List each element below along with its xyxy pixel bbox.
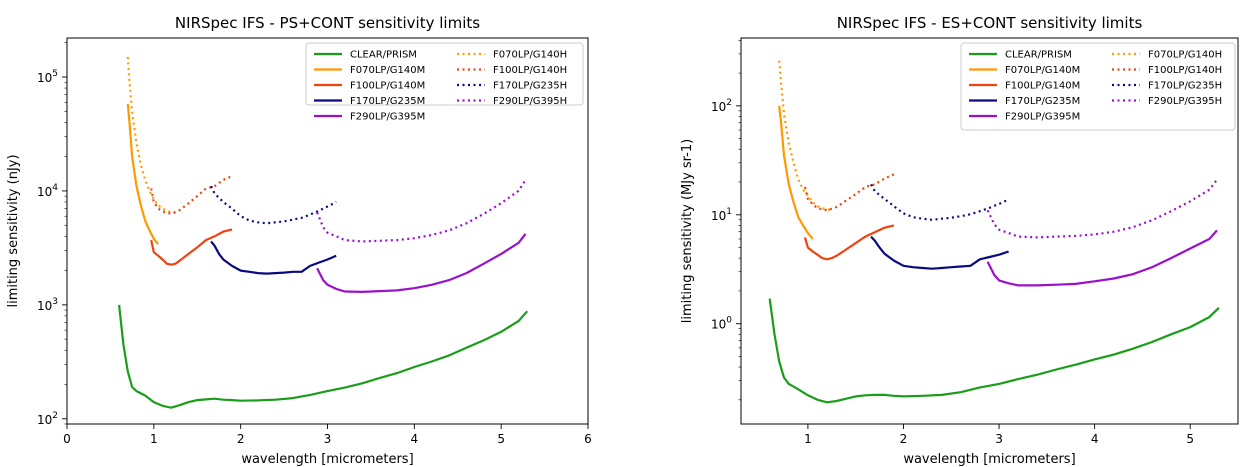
panel-es-cont: NIRSpec IFS - ES+CONT sensitivity limits… (680, 14, 1239, 467)
series-line-clear-prism (118, 304, 529, 409)
series-line-f070lp-g140m (126, 103, 160, 245)
x-tick-label: 4 (1091, 432, 1099, 446)
legend-entry: F100LP/G140M (350, 81, 425, 92)
x-tick-label: 6 (584, 432, 592, 446)
series-line-f170lp-g235m (210, 240, 337, 275)
y-axis-label: limiting sensitivity (MJy sr-1) (680, 139, 695, 323)
x-tick-label: 1 (150, 432, 158, 446)
series-line-f170lp-g235h (870, 183, 1010, 221)
y-tick-exponent: 2 (726, 98, 732, 108)
legend-entry: F290LP/G395H (1148, 96, 1222, 107)
y-tick-base: 10 (711, 100, 726, 114)
x-axis-label: wavelength [micrometers] (241, 452, 413, 467)
y-tick-base: 10 (37, 413, 52, 427)
legend: CLEAR/PRISM F070LP/G140M F100LP/G140M F170L… (960, 42, 1236, 131)
legend-entry: F170LP/G235H (1148, 81, 1222, 92)
x-tick-label: 5 (497, 432, 505, 446)
series-line-f170lp-g235m (870, 235, 1009, 270)
y-tick-base: 10 (37, 299, 52, 313)
y-tick-exponent: 3 (52, 297, 58, 307)
legend-entry: F070LP/G140M (350, 65, 425, 76)
legend-entry: CLEAR/PRISM (1005, 50, 1072, 61)
y-tick-label: 104 (37, 183, 58, 199)
y-tick-label: 105 (37, 69, 58, 85)
plot-frame (740, 37, 1239, 425)
legend-entry: F170LP/G235M (1005, 96, 1080, 107)
y-tick-exponent: 1 (726, 207, 732, 217)
x-tick-label: 1 (804, 432, 812, 446)
legend-entry: F070LP/G140H (493, 50, 567, 61)
y-tick-base: 10 (37, 185, 52, 199)
x-tick-label: 3 (324, 432, 332, 446)
series-line-f100lp-g140h (150, 175, 233, 215)
panel-ps-cont: NIRSpec IFS - PS+CONT sensitivity limits… (6, 14, 592, 467)
y-tick-label: 100 (711, 316, 732, 332)
series-line-f070lp-g140m (778, 105, 814, 240)
legend-entry: F170LP/G235H (493, 81, 567, 92)
y-tick-base: 10 (711, 318, 726, 332)
y-tick-exponent: 0 (726, 316, 732, 326)
legend-entry: F290LP/G395M (1005, 112, 1080, 123)
x-tick-label: 3 (995, 432, 1003, 446)
y-tick-label: 102 (37, 411, 58, 427)
legend-entry: F100LP/G140H (1148, 65, 1222, 76)
legend-box (305, 42, 584, 106)
series-lines (118, 56, 529, 409)
y-tick-label: 102 (711, 98, 732, 114)
x-tick-label: 5 (1186, 432, 1194, 446)
series-line-f290lp-g395h (316, 179, 527, 243)
y-tick-base: 10 (37, 71, 52, 85)
series-line-f100lp-g140m (150, 228, 233, 266)
legend-entry: F100LP/G140H (493, 65, 567, 76)
y-axis-label: limiting sensitivity (nJy) (6, 154, 21, 307)
x-tick-label: 2 (237, 432, 245, 446)
legend-entry: CLEAR/PRISM (350, 50, 417, 61)
series-line-f100lp-g140h (803, 173, 895, 212)
series-line-clear-prism (768, 298, 1220, 404)
x-axis-label: wavelength [micrometers] (903, 452, 1075, 467)
y-tick-base: 10 (711, 209, 726, 223)
y-tick-exponent: 4 (52, 183, 58, 193)
y-tick-exponent: 5 (52, 69, 58, 79)
series-line-f170lp-g235h (210, 185, 337, 225)
x-tick-label: 4 (411, 432, 419, 446)
chart-title: NIRSpec IFS - ES+CONT sensitivity limits (837, 14, 1143, 32)
series-line-f100lp-g140m (803, 224, 895, 261)
legend: CLEAR/PRISM F070LP/G140M F100LP/G140M F170L… (305, 42, 584, 123)
legend-entry: F290LP/G395M (350, 112, 425, 123)
series-lines (768, 60, 1220, 404)
series-line-f290lp-g395m (986, 229, 1218, 287)
y-tick-label: 103 (37, 297, 58, 313)
series-line-f290lp-g395h (986, 179, 1218, 239)
legend-entry: F070LP/G140M (1005, 65, 1080, 76)
legend-entry: F290LP/G395H (493, 96, 567, 107)
y-tick-label: 101 (711, 207, 732, 223)
x-tick-label: 0 (63, 432, 71, 446)
plot-frame (66, 37, 589, 425)
legend-entry: F170LP/G235M (350, 96, 425, 107)
chart-title: NIRSpec IFS - PS+CONT sensitivity limits (175, 14, 480, 32)
legend-box (960, 42, 1236, 131)
y-tick-exponent: 2 (52, 411, 58, 421)
legend-entry: F070LP/G140H (1148, 50, 1222, 61)
x-tick-label: 2 (900, 432, 908, 446)
legend-entry: F100LP/G140M (1005, 81, 1080, 92)
series-line-f290lp-g395m (316, 233, 527, 293)
